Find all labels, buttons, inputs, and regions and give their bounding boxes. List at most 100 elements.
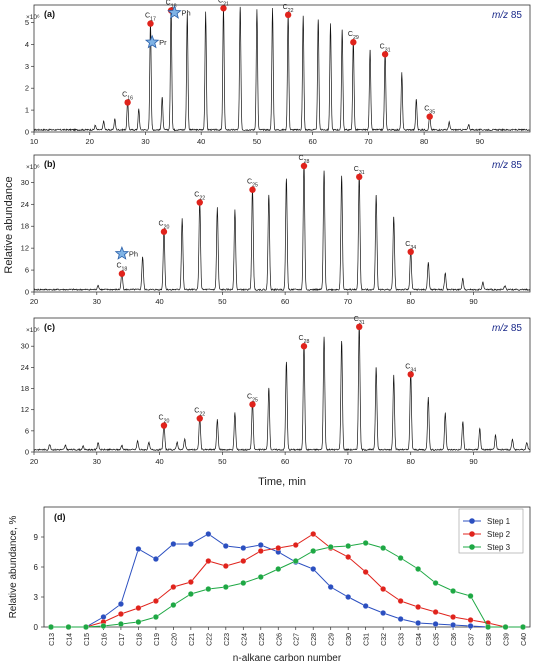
x-tick-label: C16 xyxy=(101,633,108,646)
data-point xyxy=(345,554,352,560)
panel-label: (a) xyxy=(44,9,55,19)
isoprenoid-label: Pr xyxy=(159,38,167,47)
panel-b: 20 30 40 50 60 70 80 90 0 6 12 18 24 30 ×10⁶ (b) m/z 85 C… xyxy=(21,154,531,306)
data-point xyxy=(170,584,177,590)
data-point xyxy=(397,555,404,561)
peak-marker xyxy=(160,422,168,429)
legend-box xyxy=(458,508,524,554)
peak-label: C28 xyxy=(299,335,310,345)
mz-annotation: m/z 85 xyxy=(492,160,522,171)
x-tick-label: C26 xyxy=(276,633,283,646)
x-tick-label: C23 xyxy=(224,633,231,646)
data-point xyxy=(467,593,474,599)
data-point xyxy=(117,611,124,617)
peak-marker xyxy=(249,186,256,193)
peak-marker xyxy=(118,270,126,277)
data-point xyxy=(415,566,422,572)
x-tick-label: C17 xyxy=(119,633,126,646)
peak-label: C31 xyxy=(380,43,391,53)
data-point xyxy=(467,617,474,623)
peak-marker xyxy=(196,199,203,206)
x-tick-label: 50 xyxy=(218,297,226,306)
peak-label: C31 xyxy=(354,166,365,176)
y-exponent-label: ×10⁶ xyxy=(26,164,40,171)
x-tick-label: C30 xyxy=(346,633,353,646)
peak-marker xyxy=(124,99,131,106)
x-tick-label: C39 xyxy=(504,633,511,646)
y-tick-label: 12 xyxy=(21,244,29,253)
panel-d: 0 3 6 9 C13 C14 C15 C16 C17 C18 C19 C20 C21 C22 C23 C24… xyxy=(8,506,531,664)
x-tick-label: 30 xyxy=(141,137,149,146)
series-line xyxy=(51,533,523,628)
x-tick-label: C34 xyxy=(416,633,423,646)
peak-marker xyxy=(350,39,357,46)
data-point xyxy=(432,580,439,586)
x-tick-label: 90 xyxy=(469,297,477,306)
peak-label: C35 xyxy=(424,106,435,116)
data-point xyxy=(380,545,387,551)
x-tick-label: 70 xyxy=(344,457,352,466)
series-line xyxy=(51,542,523,628)
data-point xyxy=(240,558,247,564)
peak-label: C18 xyxy=(166,0,177,9)
data-point xyxy=(257,542,264,548)
peak-label: C22 xyxy=(194,408,205,418)
x-tick-label: 60 xyxy=(308,137,316,146)
data-point xyxy=(380,586,387,592)
legend-label: Step 2 xyxy=(487,530,511,539)
x-tick-label: C18 xyxy=(136,633,143,646)
data-point xyxy=(450,622,457,628)
x-tick-label: C33 xyxy=(399,633,406,646)
data-point xyxy=(362,569,369,575)
series-step-1 xyxy=(48,531,526,630)
peak-label: C22 xyxy=(283,4,294,14)
data-point xyxy=(415,620,422,626)
data-point xyxy=(240,580,247,586)
peak-marker xyxy=(249,401,256,408)
x-tick-label: C28 xyxy=(311,633,318,646)
mz-annotation: m/z 85 xyxy=(492,10,522,21)
x-tick-label: C22 xyxy=(206,633,213,646)
data-point xyxy=(205,586,212,592)
data-point xyxy=(65,624,72,630)
x-tick-label: 30 xyxy=(93,457,101,466)
series-step-2 xyxy=(48,531,526,630)
isoprenoid-star-marker xyxy=(114,246,130,260)
peak-label: C34 xyxy=(405,363,416,373)
y-tick-label: 0 xyxy=(25,448,29,457)
data-point xyxy=(362,540,369,546)
y-tick-label: 18 xyxy=(21,222,29,231)
peak-marker xyxy=(356,323,363,331)
x-tick-label: 70 xyxy=(344,297,352,306)
data-point xyxy=(275,566,282,572)
data-point xyxy=(117,621,124,627)
legend-marker xyxy=(469,544,475,550)
peak-marker xyxy=(160,228,168,235)
peak-label: C34 xyxy=(405,241,416,251)
y-exponent-label: ×10⁶ xyxy=(26,327,40,334)
isoprenoid-label: Ph xyxy=(129,250,138,259)
x-tick-label: C13 xyxy=(49,633,56,646)
x-tick-label: 80 xyxy=(407,297,415,306)
plot-frame xyxy=(33,4,531,133)
data-point xyxy=(257,574,264,580)
data-point xyxy=(310,531,317,537)
chromatogram-trace xyxy=(33,163,531,292)
isoprenoid-star-marker xyxy=(167,5,182,19)
data-point xyxy=(170,602,177,608)
y-tick-label: 30 xyxy=(21,178,29,187)
data-point xyxy=(117,601,124,607)
y-tick-label: 6 xyxy=(25,426,29,435)
x-tick-label: 10 xyxy=(30,137,38,146)
peak-marker xyxy=(284,11,292,19)
y-tick-label: 3 xyxy=(34,593,39,602)
data-point xyxy=(135,619,142,625)
peak-marker xyxy=(356,173,363,181)
peak-marker xyxy=(220,5,227,12)
x-tick-label: C19 xyxy=(154,633,161,646)
y-tick-label: 6 xyxy=(34,563,39,572)
x-tick-label: C21 xyxy=(189,633,196,646)
data-point xyxy=(187,579,194,585)
x-tick-label: C20 xyxy=(171,633,178,646)
